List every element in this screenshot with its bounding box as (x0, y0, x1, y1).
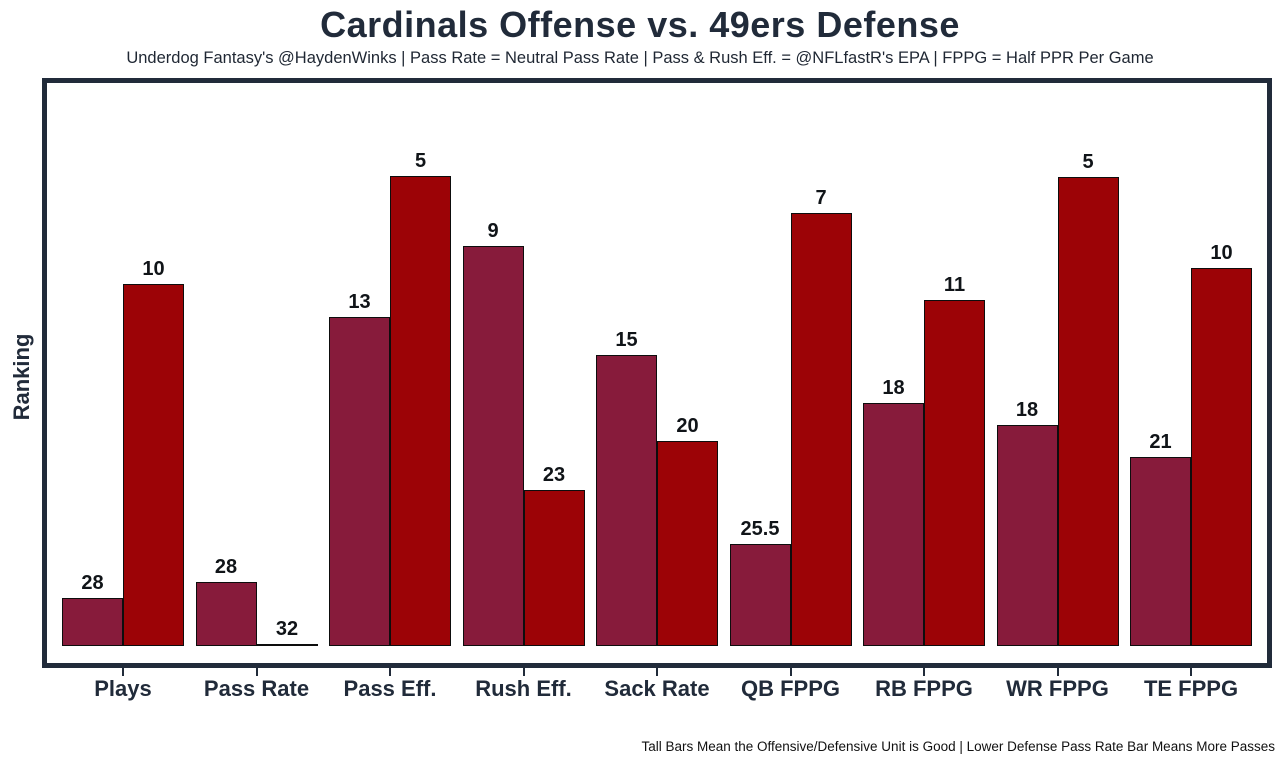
bar-offense-te-fppg (1130, 457, 1191, 646)
bar-offense-pass-rate (195, 582, 257, 646)
bar-value-label-offense-pass-eff: 13 (348, 291, 371, 313)
x-axis-tick-rush-eff (522, 668, 525, 676)
bar-value-label-offense-te-fppg: 21 (1149, 431, 1172, 453)
bar-value-label-defense-sack-rate: 20 (676, 415, 699, 437)
bar-defense-sack-rate (657, 441, 718, 646)
x-axis-label-pass-rate: Pass Rate (203, 676, 310, 701)
bar-defense-rb-fppg (924, 300, 985, 646)
x-axis-tick-te-fppg (1190, 668, 1192, 676)
bar-value-label-offense-wr-fppg: 18 (1015, 399, 1039, 421)
x-axis-label-plays: Plays (94, 676, 152, 701)
bar-value-label-offense-rb-fppg: 18 (882, 377, 905, 399)
bar-offense-qb-fppg (729, 544, 791, 646)
bar-offense-wr-fppg (996, 425, 1058, 646)
x-axis-label-te-fppg: TE FPPG (1143, 676, 1239, 701)
x-axis-tick-rb-fppg (923, 668, 925, 676)
bar-value-label-defense-plays: 10 (142, 258, 165, 280)
x-axis-label-wr-fppg: WR FPPG (1006, 676, 1109, 701)
bar-value-label-defense-pass-rate: 32 (275, 618, 299, 640)
bar-value-label-offense-sack-rate: 15 (615, 329, 638, 351)
x-axis-tick-wr-fppg (1056, 668, 1059, 676)
bar-value-label-defense-te-fppg: 10 (1210, 242, 1233, 264)
x-axis-label-rb-fppg: RB FPPG (875, 676, 973, 701)
bar-defense-pass-eff (390, 176, 451, 646)
bar-offense-rb-fppg (863, 403, 924, 646)
footer-note: Tall Bars Mean the Offensive/Defensive U… (641, 739, 1275, 754)
x-axis-label-rush-eff: Rush Eff. (475, 676, 572, 701)
bar-defense-wr-fppg (1057, 177, 1119, 646)
bar-value-label-offense-rush-eff: 9 (487, 220, 499, 242)
bar-value-label-defense-wr-fppg: 5 (1082, 151, 1094, 173)
bar-defense-qb-fppg (790, 213, 852, 646)
chart-title: Cardinals Offense vs. 49ers Defense (320, 4, 960, 45)
bar-offense-rush-eff (462, 246, 524, 646)
plot-frame: 28 10 28 32 13 5 9 23 15 20 25.5 7 18 11 18 5 21 10 (42, 78, 1272, 668)
x-axis-tick-qb-fppg (789, 668, 792, 676)
bars-layer: 28 10 28 32 13 5 9 23 15 20 25.5 7 18 11 18 5 21 10 (47, 83, 1267, 663)
y-axis-label: Ranking (9, 333, 34, 421)
x-axis-label-pass-eff: Pass Eff. (343, 676, 437, 701)
x-axis-tick-pass-eff (389, 668, 391, 676)
x-axis-tick-plays (122, 668, 124, 676)
bar-defense-pass-rate (256, 644, 318, 646)
chart-subtitle: Underdog Fantasy's @HaydenWinks | Pass R… (126, 49, 1154, 67)
bar-value-label-offense-plays: 28 (81, 572, 104, 594)
bar-value-label-defense-rb-fppg: 11 (943, 274, 966, 296)
x-axis-label-qb-fppg: QB FPPG (740, 676, 840, 701)
bar-value-label-defense-qb-fppg: 7 (815, 187, 827, 209)
x-axis-tick-pass-rate (255, 668, 258, 676)
bar-value-label-offense-qb-fppg: 25.5 (740, 518, 780, 540)
bar-value-label-defense-pass-eff: 5 (414, 150, 427, 172)
x-axis-label-sack-rate: Sack Rate (604, 676, 710, 701)
bar-offense-sack-rate (596, 355, 657, 646)
bar-offense-pass-eff (329, 317, 390, 646)
bar-defense-plays (123, 284, 184, 646)
bar-defense-rush-eff (523, 490, 585, 646)
bar-offense-plays (62, 598, 123, 646)
bar-value-label-defense-rush-eff: 23 (542, 464, 566, 486)
bar-defense-te-fppg (1191, 268, 1252, 646)
bar-value-label-offense-pass-rate: 28 (214, 556, 238, 578)
x-axis-tick-sack-rate (656, 668, 658, 676)
